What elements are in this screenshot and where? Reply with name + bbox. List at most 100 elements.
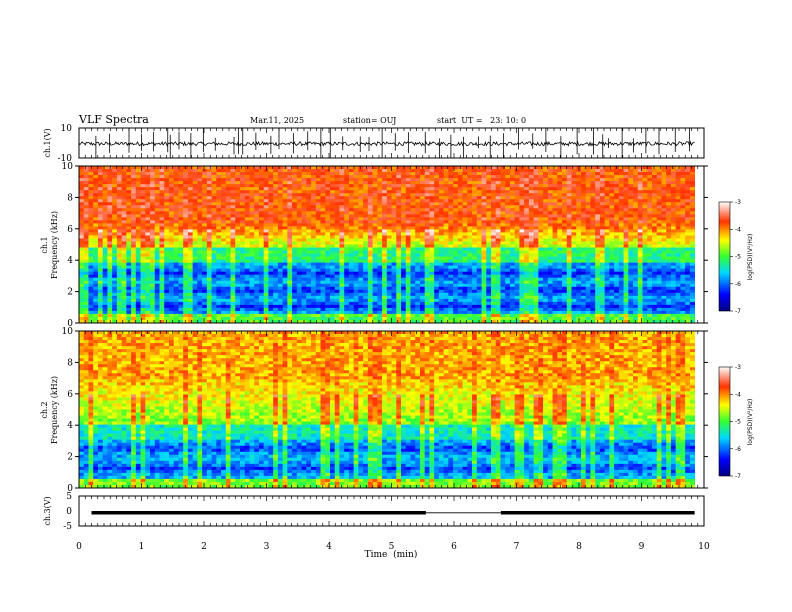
ch1-spectrogram-cell bbox=[192, 169, 198, 173]
ch1-spectrogram-cell bbox=[382, 217, 388, 221]
ch1-spectrogram-cell bbox=[240, 250, 246, 254]
ch1-spectrogram-cell bbox=[315, 286, 321, 291]
ch1-spectrogram-cell bbox=[296, 310, 302, 315]
ch1-spectrogram-cell bbox=[401, 199, 407, 203]
ch1-spectrogram-cell bbox=[145, 193, 151, 197]
ch1-spectrogram-cell bbox=[135, 205, 141, 209]
ch1-spectrogram-cell bbox=[211, 232, 217, 236]
ch1-spectrogram-cell bbox=[301, 196, 307, 200]
ch1-spectrogram-cell bbox=[311, 304, 317, 309]
ch1-spectrogram-cell bbox=[112, 262, 118, 267]
ch1-spectrogram-cell bbox=[514, 241, 520, 245]
ch1-spectrogram-cell bbox=[410, 184, 416, 188]
ch1-spectrogram-cell bbox=[434, 265, 440, 270]
ch1-waveform-line bbox=[78, 140, 695, 148]
ch1-spectrogram-cell bbox=[329, 211, 336, 215]
ch1-spectrogram-cell bbox=[225, 289, 231, 294]
ch1-spectrogram-cell bbox=[367, 253, 374, 257]
ch1-spectrogram-cell bbox=[372, 304, 378, 309]
ch1-spectrogram-cell bbox=[448, 301, 454, 306]
ch1-spectrogram-cell bbox=[93, 268, 99, 273]
ch1-spectrogram-cell bbox=[386, 319, 392, 324]
ch1-spectrogram-cell bbox=[339, 271, 345, 276]
ch1-spectrogram-cell bbox=[419, 199, 426, 203]
ch1-spectrogram-cell bbox=[429, 193, 435, 197]
ch1-spectrogram-cell bbox=[211, 313, 217, 318]
ch1-spectrogram-cell bbox=[277, 274, 284, 279]
ch1-spectrogram-cell bbox=[472, 184, 478, 188]
ch1-spectrogram-cell bbox=[263, 172, 269, 176]
ch1-spectrogram-cell bbox=[348, 280, 355, 285]
ch1-spectrogram-cell bbox=[183, 250, 189, 254]
ch1-spectrogram-cell bbox=[235, 271, 241, 276]
ch1-spectrogram-cell bbox=[367, 211, 374, 215]
ch1-spectrogram-cell bbox=[372, 316, 378, 321]
ch1-spectrogram-cell bbox=[457, 217, 463, 221]
ch1-spectrogram-cell bbox=[249, 289, 255, 294]
ch1-spectrogram-cell bbox=[240, 298, 246, 303]
ch1-spectrogram-cell bbox=[329, 307, 336, 312]
ch1-spectrogram-cell bbox=[135, 289, 141, 294]
ch1-spectrogram-cell bbox=[121, 271, 127, 276]
ch1-spectrogram-cell bbox=[491, 289, 497, 294]
ch1-spectrogram-cell bbox=[159, 262, 165, 267]
ch1-spectrogram-cell bbox=[244, 274, 250, 279]
ch1-spectrogram-cell bbox=[282, 253, 288, 257]
ch1-spectrogram-cell bbox=[235, 316, 241, 321]
ch1-spectrogram-cell bbox=[230, 286, 236, 291]
ch1-spectrogram-cell bbox=[263, 202, 269, 206]
ch1-spectrogram-cell bbox=[329, 259, 336, 264]
ch1-spectrogram-cell bbox=[358, 184, 364, 188]
ch1-spectrogram-cell bbox=[491, 223, 497, 227]
ch1-spectrogram-cell bbox=[192, 277, 198, 282]
ch1-spectrogram-cell bbox=[348, 238, 355, 242]
ch1-spectrogram-cell bbox=[486, 217, 492, 221]
ch1-spectrogram-cell bbox=[183, 256, 189, 260]
ch1-spectrogram-cell bbox=[462, 280, 468, 285]
ch1-spectrogram-cell bbox=[311, 166, 317, 170]
ch1-spectrogram-cell bbox=[187, 184, 194, 188]
ch1-spectrogram-cell bbox=[202, 256, 208, 260]
ch1-spectrogram-cell bbox=[164, 202, 170, 206]
ch1-spectrogram-cell bbox=[178, 271, 184, 276]
ch1-spectrogram-cell bbox=[178, 196, 184, 200]
ch1-spectrogram-cell bbox=[268, 241, 274, 245]
ch1-spectrogram-cell bbox=[168, 190, 175, 194]
ch1-spectrogram-cell bbox=[206, 178, 212, 182]
ch1-spectrogram-cell bbox=[202, 241, 208, 245]
ch1-spectrogram-cell bbox=[225, 232, 231, 236]
ch1-spectrogram-cell bbox=[107, 271, 113, 276]
ch1-spectrogram-cell bbox=[240, 271, 246, 276]
ch1-spectrogram-cell bbox=[472, 238, 478, 242]
ch1-spectrogram-cell bbox=[159, 238, 165, 242]
ch1-spectrogram-cell bbox=[183, 223, 189, 227]
ch1-spectrogram-cell bbox=[448, 220, 454, 224]
ch1-spectrogram-cell bbox=[192, 280, 198, 285]
ch1-spectrogram-cell bbox=[434, 274, 440, 279]
ch1-spectrogram-cell bbox=[159, 217, 165, 221]
ch1-spectrogram-cell bbox=[150, 289, 156, 294]
ch1-spectrogram-cell bbox=[187, 256, 194, 260]
ch1-spectrogram-cell bbox=[519, 223, 525, 227]
ch1-spectrogram-cell bbox=[282, 298, 288, 303]
ch1-spectrogram-cell bbox=[83, 196, 89, 200]
ch1-spectrogram-cell bbox=[240, 310, 246, 315]
ch1-spectrogram-cell bbox=[363, 298, 369, 303]
ch1-spectrogram-cell bbox=[325, 298, 331, 303]
ch1-spectrogram-cell bbox=[211, 241, 217, 245]
ch1-spectrogram-cell bbox=[358, 295, 364, 300]
ch1-spectrogram-cell bbox=[472, 316, 478, 321]
ch1-spectrogram-cell bbox=[524, 313, 530, 318]
ch1-spectrogram-cell bbox=[476, 268, 482, 273]
ch1-spectrogram-cell bbox=[135, 280, 141, 285]
ch1-spectrogram-cell bbox=[88, 181, 94, 185]
ch1-spectrogram-cell bbox=[296, 235, 302, 239]
ch1-spectrogram-cell bbox=[491, 280, 497, 285]
ch1-spectrogram-cell bbox=[514, 271, 520, 276]
ch1-spectrogram-cell bbox=[382, 202, 388, 206]
ch1-spectrogram-cell bbox=[145, 190, 151, 194]
ch1-spectrogram-cell bbox=[405, 301, 411, 306]
ch1-spectrogram-cell bbox=[382, 259, 388, 264]
ch1-spectrogram-cell bbox=[187, 259, 194, 264]
ch1-spectrogram-cell bbox=[443, 244, 449, 248]
